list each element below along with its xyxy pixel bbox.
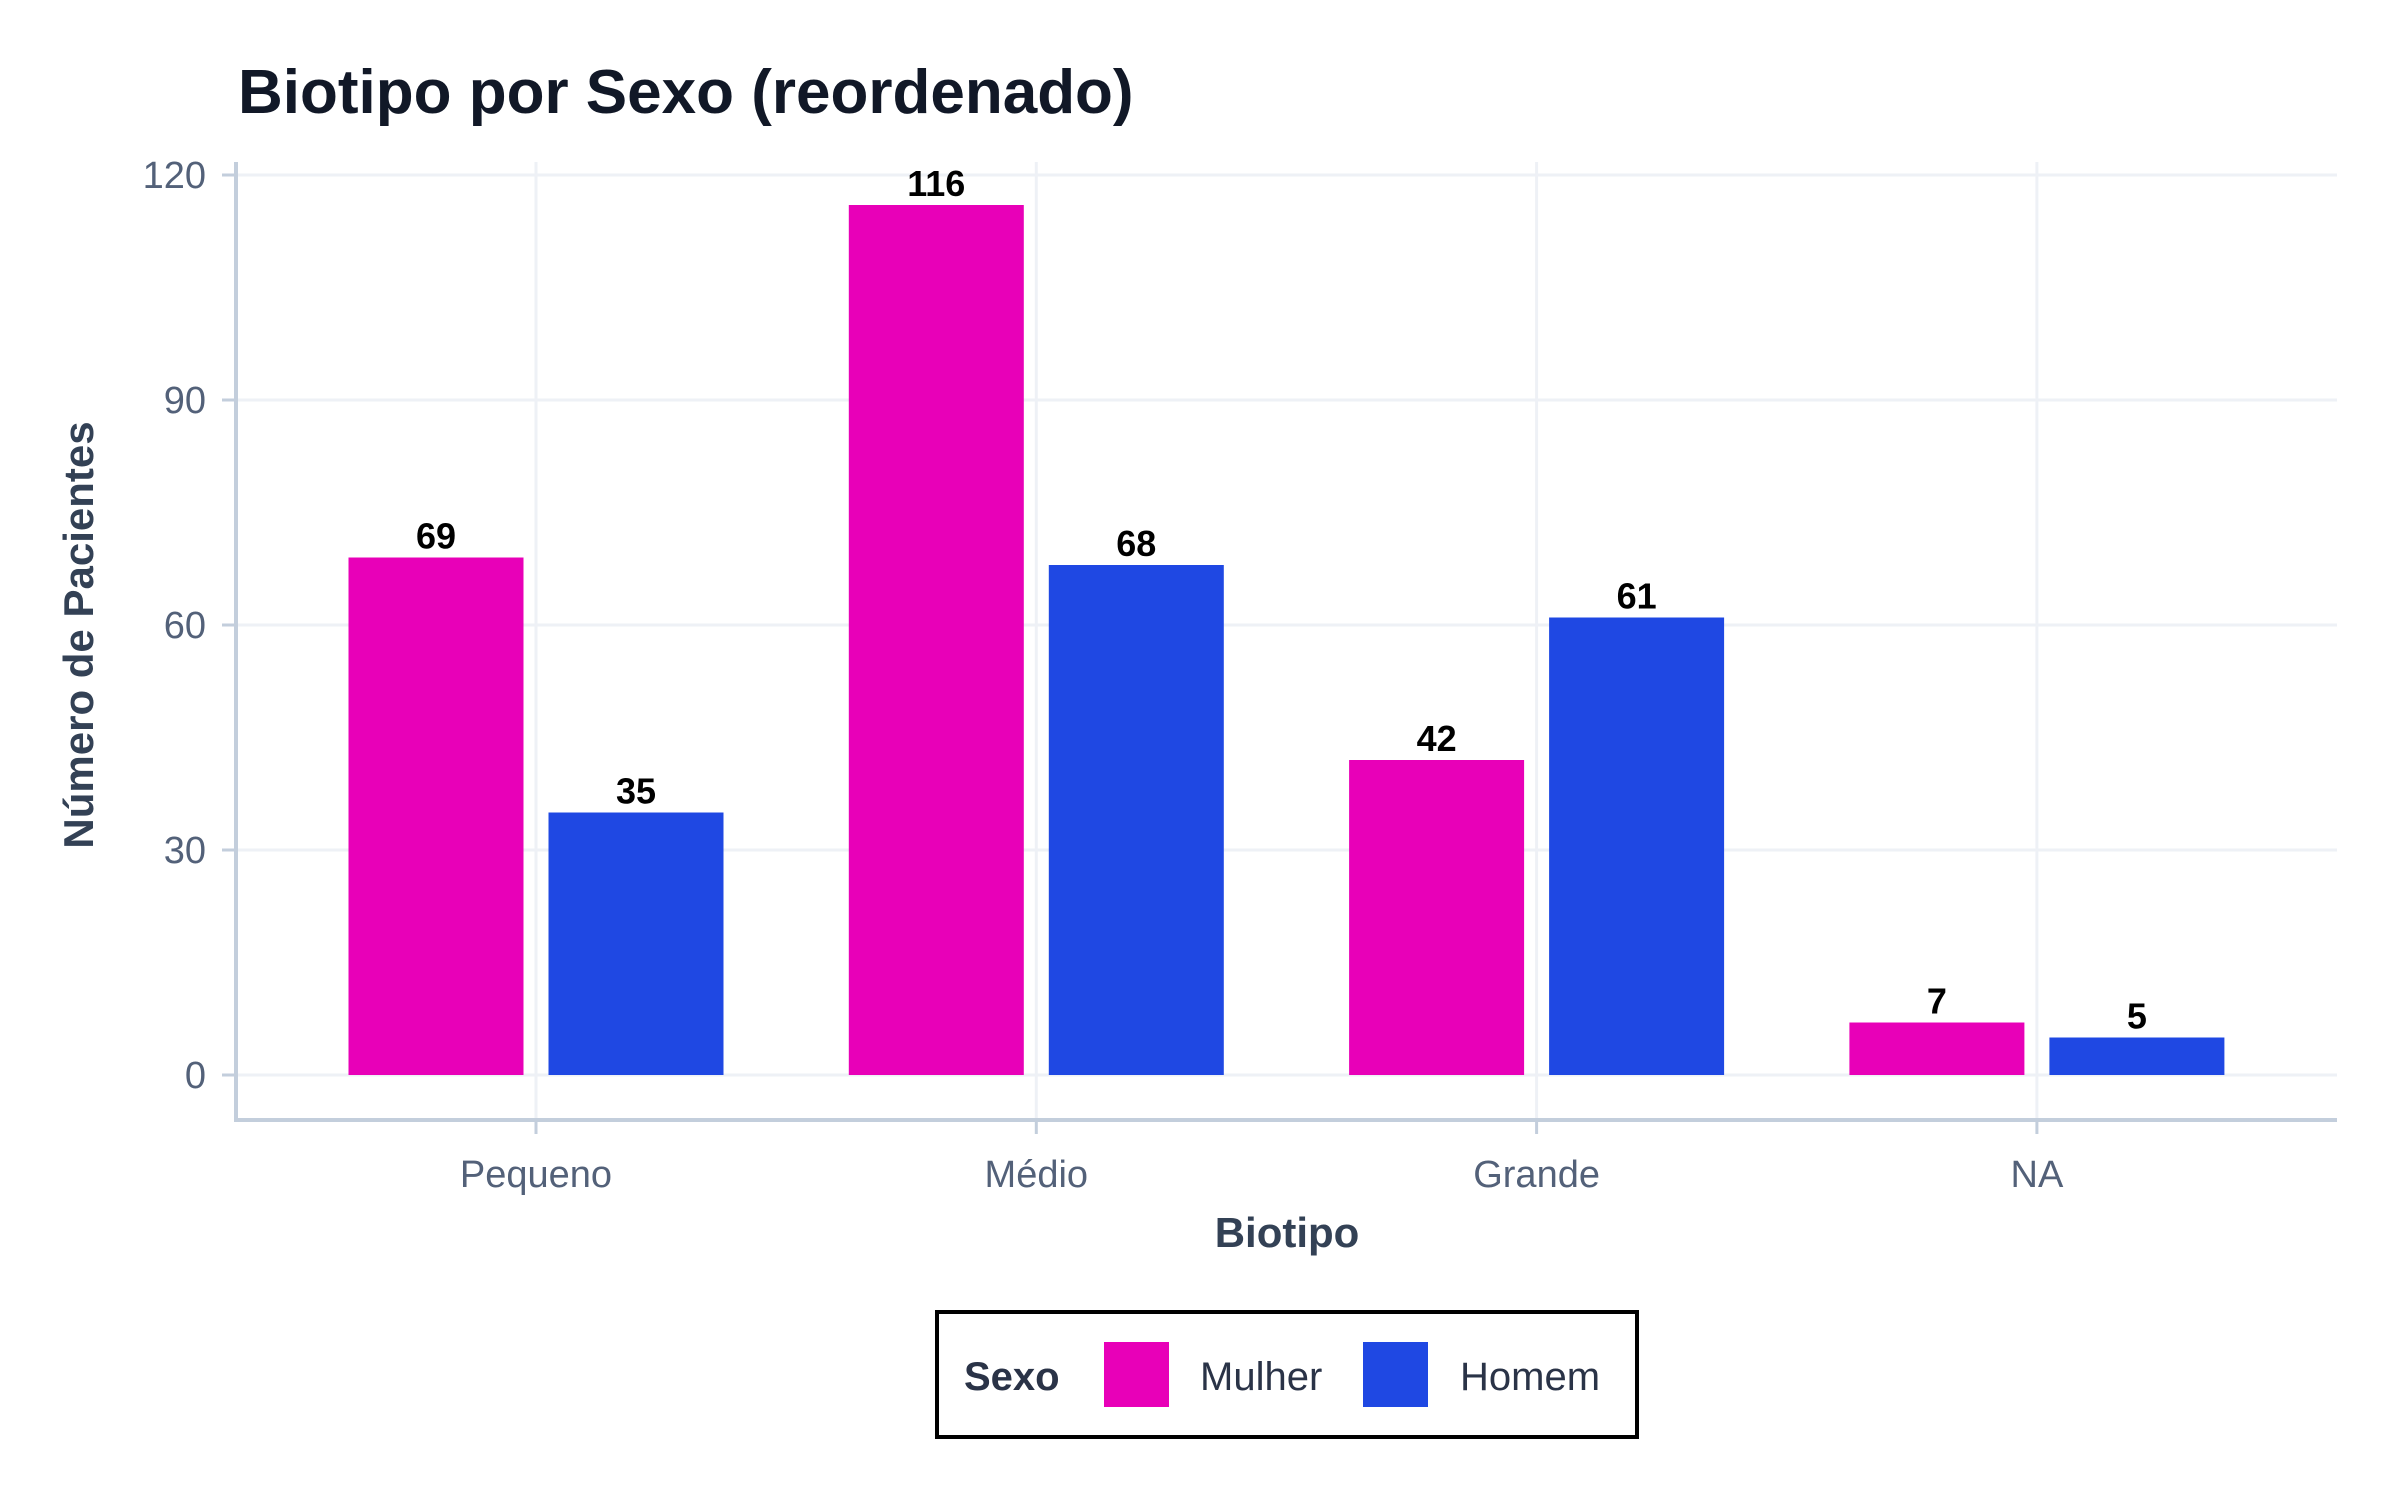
data-label: 7 — [1927, 981, 1947, 1022]
data-label: 68 — [1116, 523, 1156, 564]
chart-title: Biotipo por Sexo (reordenado) — [238, 58, 1134, 127]
x-tick-label: NA — [2011, 1154, 2064, 1196]
legend-swatch-homem — [1363, 1342, 1428, 1407]
y-tick-label: 30 — [164, 830, 206, 872]
bar-mulher-3 — [1849, 1022, 2025, 1075]
legend-label-mulher: Mulher — [1200, 1355, 1322, 1399]
y-tick-label: 60 — [164, 605, 206, 647]
x-axis-title: Biotipo — [1215, 1209, 1360, 1256]
x-tick-label: Pequeno — [460, 1154, 612, 1196]
legend: Sexo Mulher Homem — [935, 1310, 1639, 1439]
bar-mulher-2 — [1349, 760, 1525, 1075]
data-label: 69 — [416, 516, 456, 557]
bar-mulher-0 — [348, 557, 524, 1075]
legend-label-homem: Homem — [1460, 1355, 1600, 1399]
y-tick-labels: 0 30 60 90 120 — [143, 155, 206, 1097]
bar-homem-1 — [1048, 565, 1224, 1075]
data-label: 42 — [1417, 718, 1457, 759]
legend-box — [935, 1310, 1639, 1439]
legend-swatch-mulher — [1104, 1342, 1169, 1407]
x-tick-labels: Pequeno Médio Grande NA — [460, 1154, 2064, 1196]
legend-title: Sexo — [964, 1355, 1060, 1399]
y-tick-label: 120 — [143, 155, 206, 197]
y-tick-label: 0 — [185, 1055, 206, 1097]
data-label: 5 — [2127, 996, 2147, 1037]
data-label: 116 — [907, 163, 965, 204]
x-tick-label: Grande — [1473, 1154, 1600, 1196]
bar-homem-2 — [1549, 617, 1725, 1075]
data-label: 61 — [1617, 576, 1657, 617]
data-label: 35 — [616, 771, 656, 812]
data-labels: 69 116 42 7 35 68 61 5 — [416, 163, 2147, 1037]
bar-mulher-1 — [848, 205, 1024, 1075]
bar-homem-0 — [548, 812, 724, 1075]
bar-homem-3 — [2049, 1037, 2225, 1075]
y-axis-title: Número de Pacientes — [55, 421, 102, 848]
axes — [222, 162, 2337, 1134]
x-tick-label: Médio — [985, 1154, 1089, 1196]
y-tick-label: 90 — [164, 380, 206, 422]
bars — [348, 205, 2225, 1075]
